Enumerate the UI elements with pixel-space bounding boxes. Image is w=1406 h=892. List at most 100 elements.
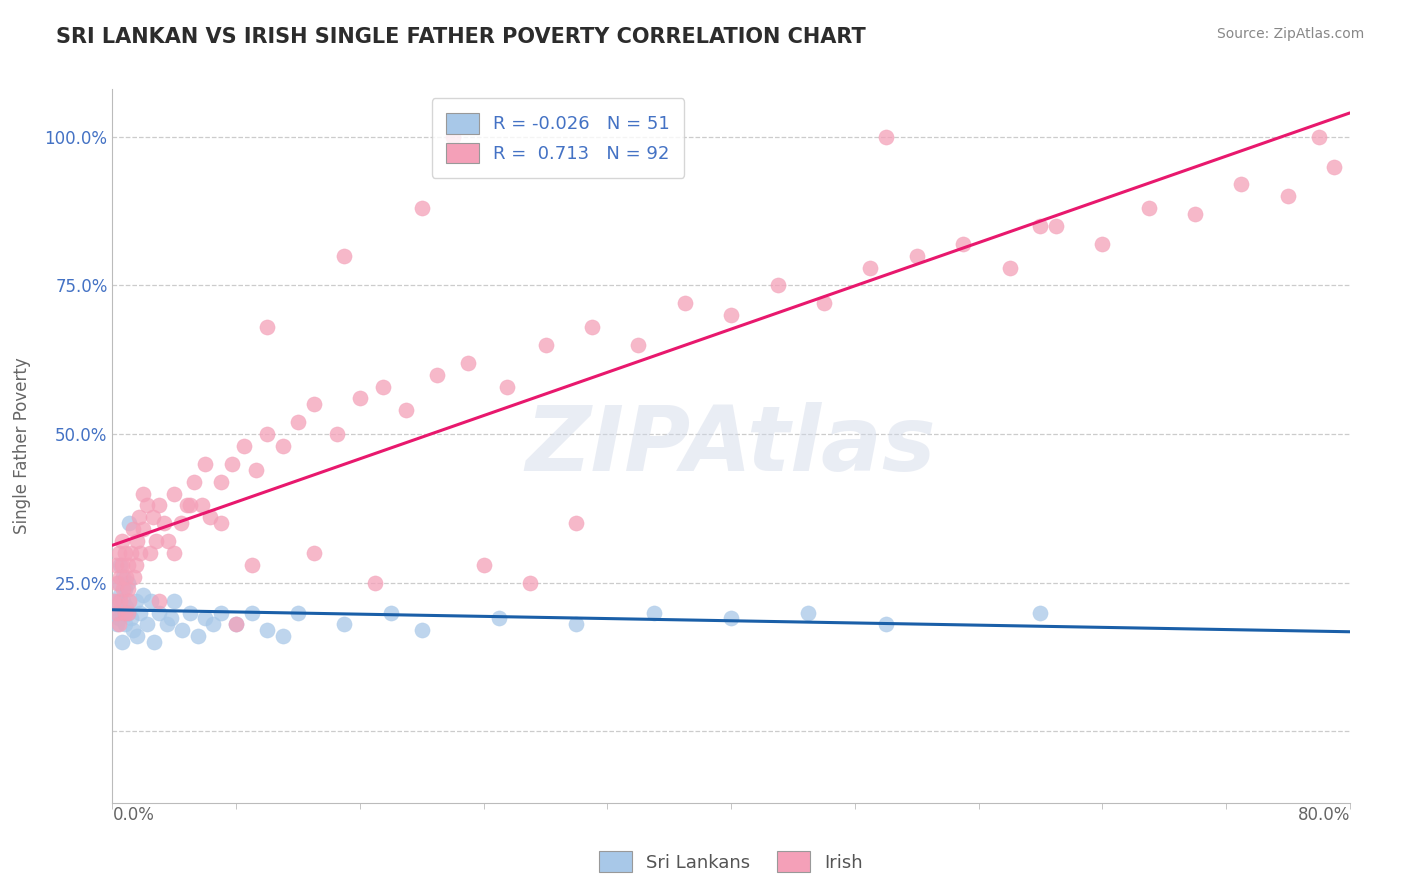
Point <box>1308 129 1330 144</box>
Point <box>1045 219 1067 233</box>
Point <box>148 593 170 607</box>
Point <box>138 546 160 560</box>
Point <box>172 624 194 638</box>
Point <box>112 593 135 607</box>
Point <box>110 588 132 602</box>
Point <box>132 486 155 500</box>
Point <box>114 546 136 560</box>
Point <box>194 611 217 625</box>
Point <box>163 486 186 500</box>
Point <box>105 575 128 590</box>
Point <box>115 599 138 614</box>
Point <box>176 499 198 513</box>
Point <box>142 510 165 524</box>
Point <box>209 475 232 489</box>
Point <box>411 624 433 638</box>
Point <box>364 575 387 590</box>
Point <box>256 320 278 334</box>
Point <box>496 379 519 393</box>
Point <box>122 570 145 584</box>
Point <box>117 558 139 572</box>
Point <box>127 534 149 549</box>
Point <box>110 593 132 607</box>
Point <box>565 617 588 632</box>
Point <box>121 522 143 536</box>
Point <box>813 296 835 310</box>
Point <box>148 499 170 513</box>
Point <box>441 129 464 144</box>
Point <box>105 617 128 632</box>
Point <box>105 593 128 607</box>
Point <box>117 575 139 590</box>
Point <box>191 499 214 513</box>
Point <box>371 379 394 393</box>
Point <box>115 570 138 584</box>
Point <box>107 575 129 590</box>
Point <box>129 546 152 560</box>
Point <box>426 368 449 382</box>
Point <box>643 606 665 620</box>
Point <box>114 606 136 620</box>
Point <box>118 593 141 607</box>
Point <box>163 546 186 560</box>
Point <box>395 403 418 417</box>
Point <box>111 635 134 649</box>
Point <box>107 611 129 625</box>
Point <box>117 582 139 596</box>
Point <box>120 546 142 560</box>
Point <box>160 611 183 625</box>
Point <box>132 522 155 536</box>
Point <box>118 516 141 531</box>
Point <box>129 606 152 620</box>
Point <box>472 558 495 572</box>
Point <box>380 606 402 620</box>
Point <box>287 606 309 620</box>
Point <box>132 588 155 602</box>
Point <box>256 427 278 442</box>
Point <box>256 624 278 638</box>
Point <box>107 617 129 632</box>
Point <box>271 629 294 643</box>
Point <box>1230 178 1253 192</box>
Point <box>302 546 325 560</box>
Point <box>110 558 132 572</box>
Point <box>135 499 157 513</box>
Point <box>112 582 135 596</box>
Legend: Sri Lankans, Irish: Sri Lankans, Irish <box>592 844 870 880</box>
Point <box>627 338 650 352</box>
Point <box>155 617 177 632</box>
Point <box>143 635 166 649</box>
Point <box>209 516 232 531</box>
Point <box>221 457 243 471</box>
Point <box>179 606 201 620</box>
Point <box>325 427 349 442</box>
Point <box>117 606 139 620</box>
Point <box>124 558 148 572</box>
Point <box>183 475 205 489</box>
Point <box>111 534 134 549</box>
Point <box>111 606 134 620</box>
Point <box>124 593 148 607</box>
Point <box>107 546 129 560</box>
Point <box>1184 207 1206 221</box>
Y-axis label: Single Father Poverty: Single Father Poverty <box>13 358 31 534</box>
Point <box>875 617 897 632</box>
Point <box>565 516 588 531</box>
Point <box>169 516 191 531</box>
Point <box>114 582 136 596</box>
Text: 0.0%: 0.0% <box>112 805 155 824</box>
Point <box>114 617 136 632</box>
Point <box>157 534 180 549</box>
Point <box>120 611 142 625</box>
Point <box>1091 236 1114 251</box>
Text: SRI LANKAN VS IRISH SINGLE FATHER POVERTY CORRELATION CHART: SRI LANKAN VS IRISH SINGLE FATHER POVERT… <box>56 27 866 46</box>
Point <box>411 201 433 215</box>
Point <box>240 606 263 620</box>
Point <box>1029 606 1052 620</box>
Point <box>488 611 510 625</box>
Point <box>152 516 174 531</box>
Point <box>673 296 696 310</box>
Point <box>271 439 294 453</box>
Point <box>110 570 132 584</box>
Point <box>209 606 232 620</box>
